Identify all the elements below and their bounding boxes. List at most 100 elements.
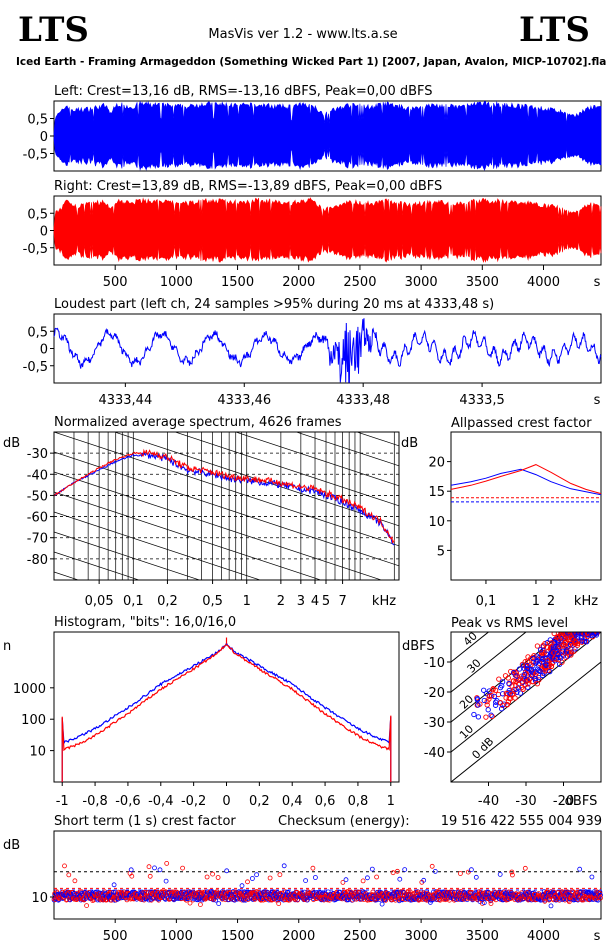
spectrum-xunit: kHz xyxy=(372,594,396,609)
pvr-ytick-label: -40 xyxy=(424,746,445,761)
histogram-ytick-label: 1000 xyxy=(13,682,46,697)
short-crest-point xyxy=(343,877,349,883)
pvr-point xyxy=(584,639,590,645)
pvr-point xyxy=(491,693,497,700)
right-waveform-xunit: s xyxy=(594,275,601,290)
pvr-point xyxy=(585,632,591,636)
loudest-part-xtick-label: 4333,48 xyxy=(336,393,390,408)
short-crest-point xyxy=(254,872,260,878)
short-crest-point xyxy=(374,874,380,880)
pvr-point xyxy=(488,712,494,718)
histogram-ytick-label: 100 xyxy=(21,713,46,728)
crest-ylabel: dB xyxy=(401,436,418,451)
short-crest-point xyxy=(585,889,591,895)
pvr-point xyxy=(513,683,519,689)
spectrum-xtick-label: 0,2 xyxy=(157,594,178,609)
short-crest-point xyxy=(312,875,318,880)
pvr-point xyxy=(513,672,519,678)
short-crest-point xyxy=(589,874,595,880)
short-crest-point xyxy=(129,873,135,879)
right-waveform-xtick-label: 3500 xyxy=(466,275,499,290)
loudest-part-xtick-label: 4333,5 xyxy=(459,393,505,408)
short-crest-point xyxy=(429,863,435,869)
short-crest-xunit: s xyxy=(594,929,601,944)
pvr-point xyxy=(539,672,546,679)
short-crest-point xyxy=(303,878,309,883)
short-crest-xtick-label: 2000 xyxy=(282,929,315,944)
loudest-part-frame xyxy=(53,313,602,384)
spectrum-slope-line xyxy=(174,432,399,507)
pvr-point xyxy=(521,672,527,678)
short-crest-point xyxy=(434,897,440,902)
pvr-point xyxy=(481,697,487,704)
pvr-point xyxy=(551,632,557,637)
right-waveform-xtick-label: 1000 xyxy=(160,275,193,290)
pvr-point xyxy=(581,638,588,644)
right-waveform-ytick-label: 0,5 xyxy=(27,207,48,222)
crest-ytick-label: 10 xyxy=(428,515,445,530)
short-crest-point xyxy=(62,863,67,869)
pvr-point xyxy=(490,687,496,693)
pvr-crest-label: 30 xyxy=(465,657,484,676)
pvr-point xyxy=(525,654,531,660)
right-waveform-xtick-label: 2000 xyxy=(282,275,315,290)
right-waveform-signal xyxy=(53,197,602,263)
short-crest-point xyxy=(157,867,163,873)
histogram-xtick-label: 0,8 xyxy=(348,794,369,809)
spectrum-ytick-label: -40 xyxy=(27,468,48,483)
pvr-point xyxy=(550,650,557,656)
short-crest-point xyxy=(84,903,89,908)
pvr-point xyxy=(574,642,581,648)
spectrum-slope-line xyxy=(54,531,201,580)
pvr-point xyxy=(531,653,537,659)
pvr-ylabel: dBFS xyxy=(402,639,435,654)
crest-ytick-label: 5 xyxy=(437,544,445,559)
pvr-point xyxy=(499,679,506,685)
spectrum-ytick-label: -50 xyxy=(27,489,48,504)
short-crest-point xyxy=(215,875,221,880)
short-crest-point xyxy=(405,889,411,894)
pvr-point xyxy=(550,647,556,653)
short-crest-point xyxy=(281,863,287,869)
pvr-point xyxy=(571,648,577,654)
spectrum-slope-line xyxy=(54,491,322,580)
histogram-frame xyxy=(53,631,400,783)
pvr-point xyxy=(565,649,571,655)
pvr-point xyxy=(520,686,526,692)
short-crest-xtick-label: 1000 xyxy=(160,929,193,944)
short-crest-xtick-label: 4000 xyxy=(527,929,560,944)
spectrum-slope-line xyxy=(54,451,399,567)
pvr-point xyxy=(505,675,511,681)
pvr-point xyxy=(530,655,536,662)
short-crest-point xyxy=(267,875,273,881)
pvr-crest-label: 0 dB xyxy=(469,735,496,762)
pvr-point xyxy=(508,668,514,675)
pvr-point xyxy=(572,646,578,652)
pvr-point xyxy=(547,668,553,675)
short-crest-point xyxy=(111,889,116,895)
histogram-xtick-label: 1 xyxy=(387,794,395,809)
short-crest-point xyxy=(390,870,396,876)
spectrum-title: Normalized average spectrum, 4626 frames xyxy=(54,415,342,430)
spectrum-slope-line xyxy=(54,432,399,547)
pvr-point xyxy=(524,665,531,671)
histogram-xtick-label: 0,2 xyxy=(249,794,270,809)
short-crest-point xyxy=(497,872,503,877)
left-waveform-title: Left: Crest=13,16 dB, RMS=-13,16 dBFS, P… xyxy=(54,84,433,99)
short-crest-title: Short term (1 s) crest factor xyxy=(54,814,236,829)
spectrum-slope-line xyxy=(113,432,399,527)
short-crest-point xyxy=(382,897,388,902)
loudest-part-xtick-label: 4333,44 xyxy=(98,393,152,408)
short-crest-point xyxy=(163,878,169,884)
short-crest-point xyxy=(210,871,216,877)
spectrum-slope-line xyxy=(54,471,383,580)
short-crest-point xyxy=(81,896,86,902)
pvr-crest-label: 10 xyxy=(457,723,476,742)
pvr-ytick-label: -30 xyxy=(424,716,445,731)
track-title: Iced Earth - Framing Armageddon (Somethi… xyxy=(16,56,606,68)
histogram-series-right xyxy=(61,644,392,782)
pvr-point xyxy=(555,639,561,645)
short-crest-point xyxy=(147,873,153,879)
short-crest-point xyxy=(598,892,603,898)
pvr-point xyxy=(555,652,561,658)
